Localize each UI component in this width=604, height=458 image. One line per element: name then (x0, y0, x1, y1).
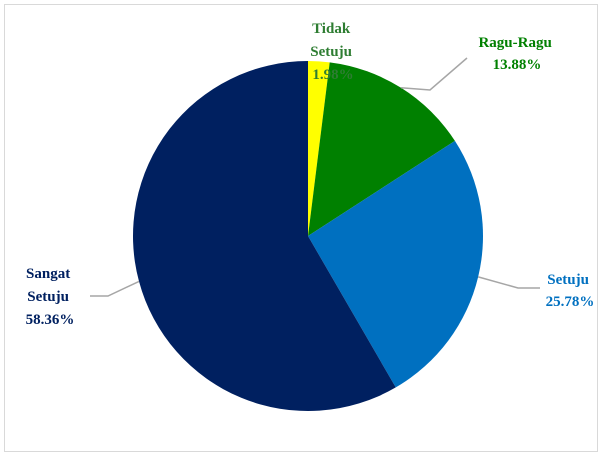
pie-slice-tidak-setuju (308, 61, 330, 236)
leader-line-setuju (477, 276, 540, 289)
slice-label-sangat-setuju: Sangat Setuju 58.36% (26, 266, 75, 328)
leader-line-sangat-setuju (90, 280, 140, 297)
pie-slice-setuju (308, 140, 483, 388)
slice-label-tidak-setuju: Tidak Setuju 1.98% (310, 21, 355, 83)
leader-lines (90, 57, 540, 297)
slice-label-ragu-ragu: Ragu-Ragu 13.88% (478, 35, 555, 73)
pie-slices (132, 61, 483, 411)
slice-label-setuju: Setuju 25.78% (546, 272, 595, 310)
leader-line-ragu-ragu (400, 57, 468, 91)
pie-slice-ragu-ragu (308, 62, 455, 236)
pie-slice-sangat-setuju (132, 61, 396, 411)
